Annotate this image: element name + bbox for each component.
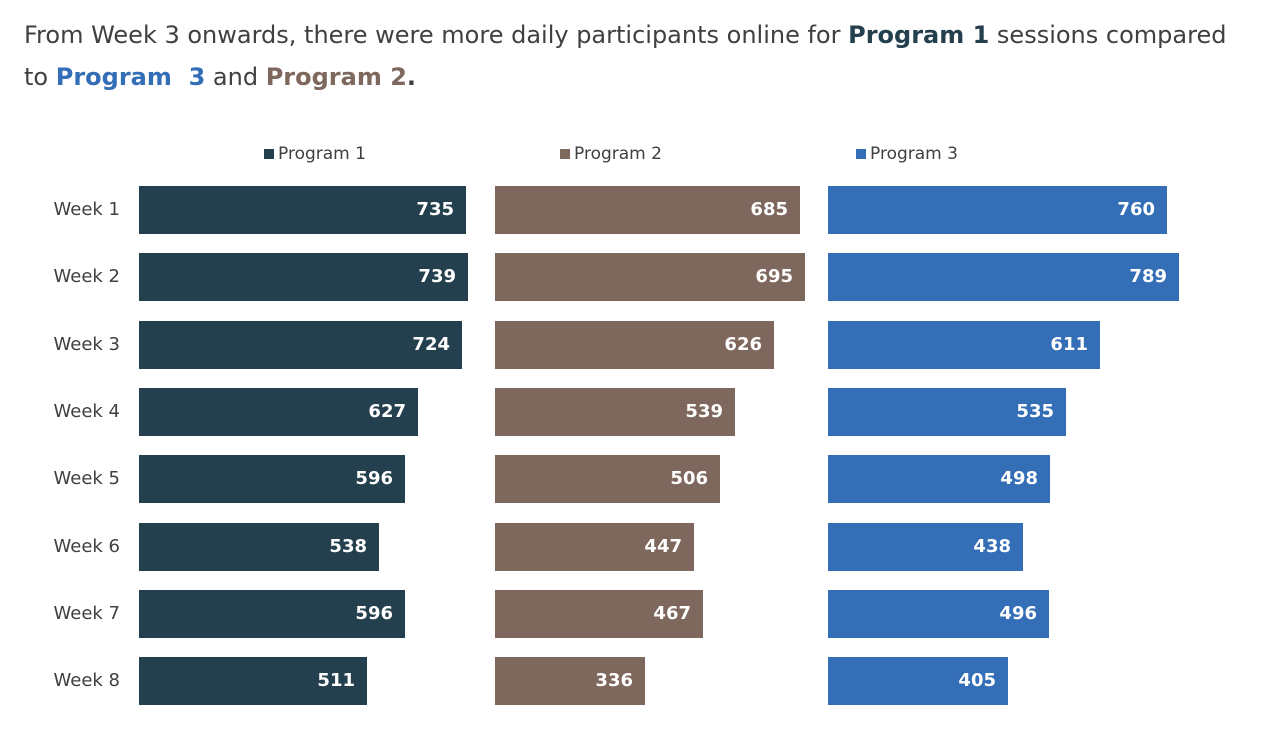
data-label: 511 <box>317 670 355 692</box>
bar-program-1: 596 <box>139 455 405 504</box>
headline-middle: sessions compared to <box>24 21 1227 91</box>
legend-item-program-2: Program 2 <box>560 144 662 164</box>
bar-program-2: 447 <box>495 522 694 571</box>
bar-program-2: 506 <box>495 455 720 504</box>
data-label: 405 <box>958 670 996 692</box>
data-label: 498 <box>1000 468 1038 490</box>
bar-program-1: 627 <box>139 387 418 436</box>
chart-headline: From Week 3 onwards, there were more dai… <box>24 14 1254 98</box>
data-label: 695 <box>755 266 793 288</box>
bar-program-1: 596 <box>139 589 405 638</box>
bar-program-3: 496 <box>828 589 1049 638</box>
bar-program-2: 539 <box>495 387 735 436</box>
category-label: Week 8 <box>53 670 121 692</box>
category-label: Week 6 <box>53 535 121 557</box>
data-label: 336 <box>595 670 633 692</box>
data-label: 789 <box>1129 266 1167 288</box>
bar-program-1: 724 <box>139 320 462 369</box>
bar-program-2: 695 <box>495 253 805 302</box>
data-label: 760 <box>1117 199 1155 220</box>
data-label: 626 <box>724 333 762 355</box>
data-label: 596 <box>355 602 393 624</box>
data-label: 685 <box>750 199 788 220</box>
bar-program-1: 735 <box>139 186 466 234</box>
data-label: 506 <box>670 468 708 490</box>
bar-program-2: 336 <box>495 657 645 706</box>
data-label: 438 <box>973 535 1011 557</box>
data-label: 535 <box>1016 400 1054 422</box>
bar-program-2: 685 <box>495 186 800 234</box>
headline-and: and <box>205 63 266 91</box>
data-label: 467 <box>653 602 691 624</box>
category-label: Week 1 <box>53 199 121 220</box>
legend-label: Program 3 <box>870 144 958 164</box>
data-label: 447 <box>644 535 682 557</box>
legend-swatch <box>856 149 866 159</box>
data-label: 596 <box>355 468 393 490</box>
bar-program-1: 511 <box>139 657 367 706</box>
data-label: 538 <box>329 535 367 557</box>
bar-program-3: 760 <box>828 186 1167 234</box>
data-label: 724 <box>412 333 450 355</box>
legend-swatch <box>560 149 570 159</box>
category-label: Week 7 <box>53 602 121 624</box>
data-label: 627 <box>368 400 406 422</box>
bar-program-2: 626 <box>495 320 774 369</box>
headline-program-3: Program 3 <box>55 63 206 91</box>
bar-program-2: 467 <box>495 589 703 638</box>
data-label: 739 <box>418 266 456 288</box>
bar-program-1: 739 <box>139 253 468 302</box>
headline-prefix: From Week 3 onwards, there were more dai… <box>24 21 849 49</box>
data-label: 611 <box>1050 333 1088 355</box>
bar-program-3: 789 <box>828 253 1179 302</box>
bar-program-3: 535 <box>828 387 1066 436</box>
bar-program-1: 538 <box>139 522 379 571</box>
bar-program-3: 405 <box>828 657 1008 706</box>
headline-program-1: Program 1 <box>848 21 990 49</box>
legend-swatch <box>264 149 274 159</box>
category-label: Week 2 <box>53 266 121 288</box>
headline-suffix: . <box>406 63 417 91</box>
bar-program-3: 611 <box>828 320 1100 369</box>
data-label: 496 <box>999 602 1037 624</box>
category-label: Week 4 <box>53 400 121 422</box>
legend-label: Program 1 <box>278 144 366 164</box>
bar-program-3: 438 <box>828 522 1023 571</box>
legend-item-program-3: Program 3 <box>856 144 958 164</box>
legend-label: Program 2 <box>574 144 662 164</box>
legend-item-program-1: Program 1 <box>264 144 366 164</box>
category-label: Week 3 <box>53 333 121 355</box>
headline-program-2: Program 2 <box>265 63 407 91</box>
data-label: 735 <box>416 199 454 220</box>
data-label: 539 <box>685 400 723 422</box>
bar-program-3: 498 <box>828 455 1050 504</box>
category-label: Week 5 <box>53 468 121 490</box>
